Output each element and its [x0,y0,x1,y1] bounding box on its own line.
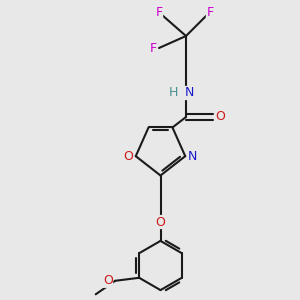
Text: N: N [188,150,197,163]
Text: F: F [206,5,214,19]
Text: O: O [156,215,165,229]
Text: H: H [169,86,178,100]
Text: O: O [123,150,133,163]
Text: F: F [155,5,163,19]
Text: O: O [103,274,112,287]
Text: N: N [184,86,194,100]
Text: O: O [216,110,225,124]
Text: F: F [149,41,157,55]
